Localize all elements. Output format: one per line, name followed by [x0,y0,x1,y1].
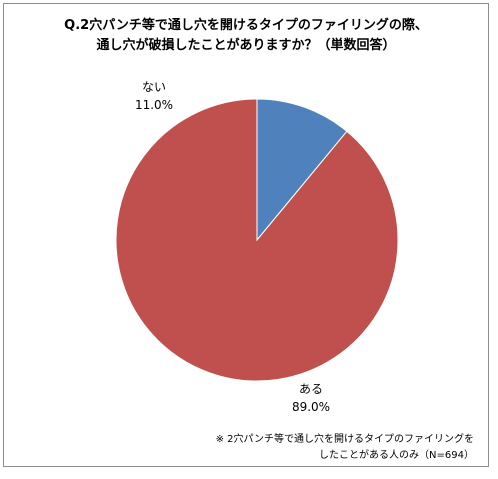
chart-frame: Q.2穴パンチ等で通し穴を開けるタイプのファイリングの際、 通し穴が破損したこと… [3,3,489,467]
pie-chart [115,98,399,382]
slice-label-nai-value: 11.0% [134,98,174,112]
pie-slice-0 [256,98,348,242]
slice-label-aru-value: 89.0% [291,400,331,414]
slice-label-nai-name: ない [141,80,166,94]
footnote: ※ 2穴パンチ等で通し穴を開けるタイプのファイリングを したことがある人のみ（N… [216,432,474,464]
slice-label-nai: ない 11.0% [125,78,183,114]
footnote-line-1: ※ 2穴パンチ等で通し穴を開けるタイプのファイリングを [215,434,474,445]
chart-title: Q.2穴パンチ等で通し穴を開けるタイプのファイリングの際、 通し穴が破損したこと… [4,16,488,56]
slice-label-aru-name: ある [298,382,323,396]
chart-title-line-2: 通し穴が破損したことがありますか？（単数回答） [96,38,396,53]
slice-label-aru: ある 89.0% [281,380,341,416]
footnote-line-2: したことがある人のみ（N=694） [319,450,474,461]
pie-slice-1 [115,98,399,382]
chart-title-line-1: Q.2穴パンチ等で通し穴を開けるタイプのファイリングの際、 [64,18,428,33]
